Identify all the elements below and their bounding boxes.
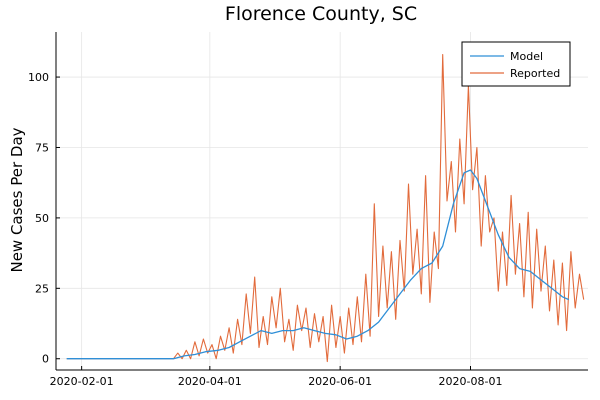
y-tick-label: 100 [28,71,49,84]
series-line-reported [66,53,585,363]
plot-area [56,32,588,370]
legend-box [461,41,571,87]
series-layer [66,53,585,363]
chart-title: Florence County, SC [225,3,417,25]
x-tick-label: 2020-04-01 [178,375,242,388]
tick-labels: 0 25 50 75 100 2020-02-01 2020-04-01 2020-06-01… [28,71,502,388]
axes [55,32,588,371]
x-tick-label: 2020-08-01 [439,375,503,388]
series-line-model [66,169,570,360]
y-tick-label: 75 [35,141,49,154]
y-tick-label: 50 [35,212,49,225]
legend-label-model: Model [510,50,543,63]
y-tick-label: 25 [35,282,49,295]
y-tick-label: 0 [42,353,49,366]
y-axis-label: New Cases Per Day [8,127,26,272]
legend-label-reported: Reported [510,67,560,80]
legend: Model Reported [461,41,571,87]
x-tick-label: 2020-06-01 [308,375,372,388]
x-tick-label: 2020-02-01 [50,375,114,388]
